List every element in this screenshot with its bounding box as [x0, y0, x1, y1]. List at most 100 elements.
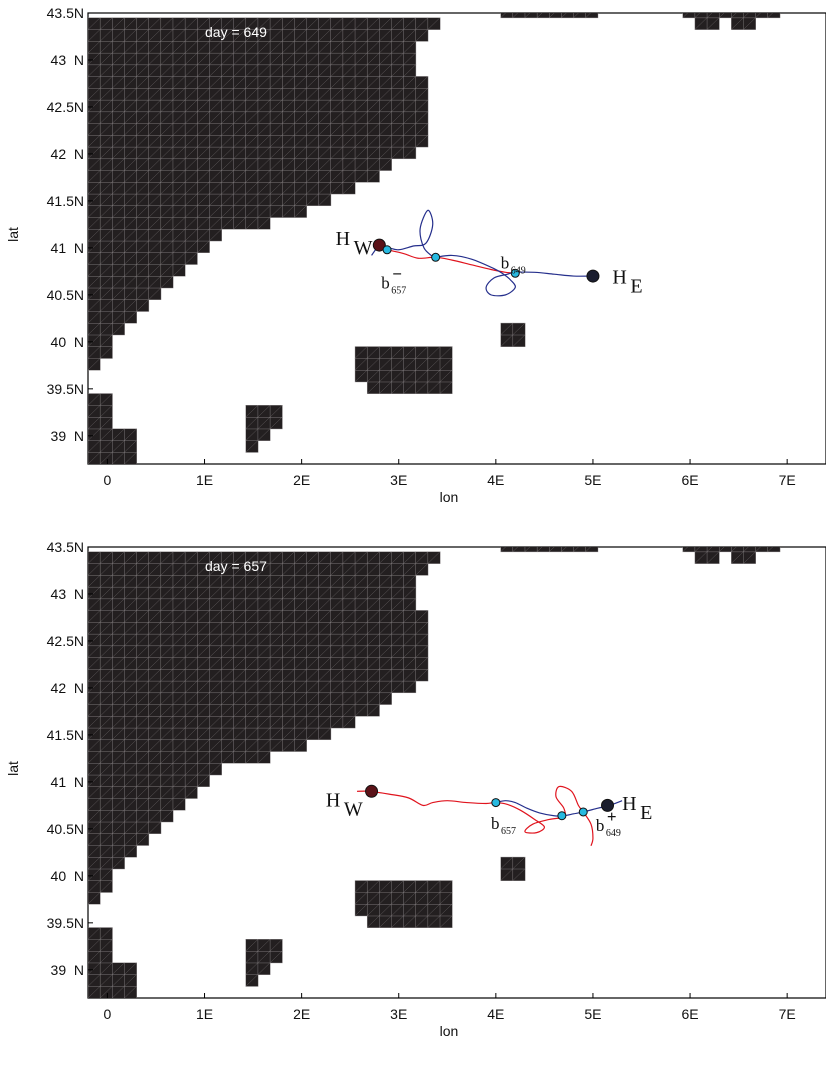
land-cell-diagonal	[160, 716, 174, 728]
land-cell-diagonal	[245, 716, 259, 728]
land-cell-diagonal	[112, 739, 125, 752]
land-cell-diagonal	[148, 798, 161, 811]
land-cell-diagonal	[88, 52, 101, 65]
land-cell-diagonal	[330, 41, 344, 54]
land-cell-diagonal	[209, 762, 222, 775]
land-cell	[767, 13, 781, 19]
land-cell-diagonal	[318, 52, 331, 65]
land-cell-diagonal	[100, 727, 113, 740]
land-cell-diagonal	[221, 170, 234, 183]
land-cell-diagonal	[209, 135, 222, 147]
land-cell-diagonal	[379, 146, 392, 159]
land-cell-diagonal	[342, 146, 356, 159]
land-cell-diagonal	[294, 170, 307, 183]
land-cell-diagonal	[88, 416, 101, 429]
label-base: H	[326, 789, 340, 811]
land-cell-diagonal	[719, 13, 725, 18]
land-cell-diagonal	[257, 41, 271, 54]
land-cell-diagonal	[354, 903, 368, 916]
land-cell-diagonal	[282, 123, 295, 136]
land-cell-diagonal	[391, 563, 404, 576]
land-cell-diagonal	[136, 146, 149, 159]
land-cell-diagonal	[354, 680, 368, 693]
y-tick-label: 41.5N	[47, 727, 84, 743]
land-cell-diagonal	[112, 704, 125, 717]
land-cell-diagonal	[245, 76, 259, 89]
land-cell-diagonal	[257, 123, 271, 136]
land-cell-diagonal	[136, 833, 149, 846]
land-cell-diagonal	[124, 633, 137, 646]
land-cell-diagonal	[100, 146, 113, 159]
land-cell-diagonal	[245, 610, 259, 623]
land-cell-diagonal	[391, 52, 404, 65]
land-cell-diagonal	[124, 833, 137, 846]
land-cell-diagonal	[124, 986, 137, 998]
land-cell-diagonal	[245, 551, 259, 564]
label-subscript: 649	[606, 828, 621, 839]
land-cell-diagonal	[367, 692, 380, 705]
land-cell-diagonal	[245, 428, 259, 441]
land-cell-diagonal	[172, 551, 186, 564]
bifurcation-point-marker	[557, 811, 567, 821]
land-cell-diagonal	[318, 135, 331, 147]
land-cell-diagonal	[88, 452, 101, 464]
land-cell-diagonal	[112, 76, 125, 89]
land-cell-diagonal	[282, 99, 295, 112]
land-cell-diagonal	[342, 622, 356, 635]
x-tick-label: 5E	[584, 1006, 601, 1022]
label-base: b	[596, 816, 605, 835]
land-cell-diagonal	[403, 99, 416, 112]
land-cell-diagonal	[257, 64, 271, 77]
land-cell-diagonal	[282, 739, 295, 752]
land-cell-diagonal	[209, 64, 222, 77]
land-cell-diagonal	[269, 575, 283, 588]
land-cell-diagonal	[209, 575, 222, 588]
land-cell-diagonal	[318, 669, 331, 681]
label-base: b	[491, 814, 500, 833]
land-cell-diagonal	[100, 334, 113, 347]
land-cell-diagonal	[318, 727, 331, 740]
land-cell-diagonal	[88, 228, 101, 241]
land-cell-diagonal	[706, 13, 713, 18]
land-cell-diagonal	[342, 610, 356, 623]
land-cell-diagonal	[100, 927, 113, 940]
land-cell-diagonal	[294, 657, 307, 670]
land-cell-diagonal	[379, 76, 392, 89]
land-cell-diagonal	[172, 751, 186, 764]
land-cell-diagonal	[282, 76, 295, 89]
land-cell-diagonal	[269, 405, 283, 418]
land-cell-diagonal	[245, 170, 259, 183]
land-cell	[743, 13, 756, 19]
land-cell-diagonal	[282, 575, 295, 588]
land-cell-diagonal	[185, 657, 198, 670]
land-cell-diagonal	[88, 428, 101, 441]
land-cell-diagonal	[367, 892, 380, 905]
land-cell-diagonal	[172, 41, 186, 54]
land-cell-diagonal	[233, 111, 246, 124]
land-cell	[573, 547, 587, 553]
float-west-marker	[372, 238, 386, 252]
land-cell-diagonal	[88, 657, 101, 670]
land-cell-diagonal	[185, 17, 198, 30]
land-cell-diagonal	[100, 240, 113, 253]
land-cell-diagonal	[112, 311, 125, 324]
land-cell-diagonal	[367, 358, 380, 371]
land-cell-diagonal	[306, 657, 319, 670]
land-cell-diagonal	[100, 739, 113, 752]
land-cell-diagonal	[282, 64, 295, 77]
land-cell-diagonal	[367, 17, 380, 30]
land-cell-diagonal	[221, 29, 234, 42]
land-cell-diagonal	[160, 99, 174, 112]
land-cell-diagonal	[403, 358, 416, 371]
x-tick-label: 0	[104, 472, 112, 488]
land-cell-diagonal	[112, 158, 125, 171]
y-tick-label: 42 N	[51, 680, 84, 696]
land-cell-diagonal	[367, 135, 380, 147]
land-cell-diagonal	[197, 704, 210, 717]
land-cell	[585, 13, 599, 19]
land-cell-diagonal	[124, 428, 137, 441]
land-cell-diagonal	[257, 704, 271, 717]
land-cell-diagonal	[172, 669, 186, 681]
land-cell-diagonal	[136, 798, 149, 811]
land-cell-diagonal	[342, 680, 356, 693]
